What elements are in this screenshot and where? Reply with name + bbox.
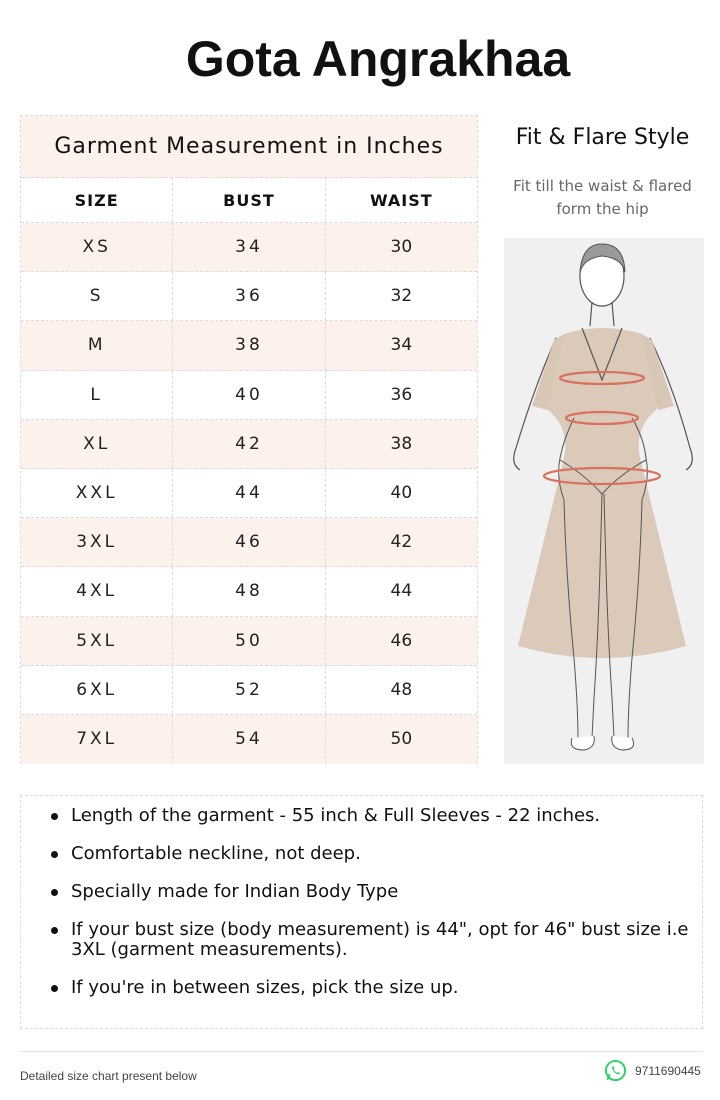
size-cell: S xyxy=(21,272,174,321)
size-cell: XXL xyxy=(21,468,174,518)
bullet-icon xyxy=(51,927,58,934)
footer-note: Detailed size chart present below xyxy=(20,1069,197,1083)
column-header-size: SIZE xyxy=(21,178,174,222)
column-header-bust: BUST xyxy=(173,178,326,222)
list-item: Comfortable neckline, not deep. xyxy=(51,844,692,864)
size-cell: 5XL xyxy=(21,616,174,665)
note-text: Comfortable neckline, not deep. xyxy=(71,843,361,864)
bust-cell: 48 xyxy=(173,567,326,616)
whatsapp-icon[interactable] xyxy=(604,1059,627,1082)
list-item: If your bust size (body measurement) is … xyxy=(51,920,692,960)
bullet-icon xyxy=(51,985,58,992)
table-row: M 38 34 xyxy=(21,321,477,371)
table-row: XL 42 38 xyxy=(21,419,477,469)
bust-cell: 52 xyxy=(173,665,326,714)
size-cell: 3XL xyxy=(21,518,174,567)
bust-cell: 40 xyxy=(173,370,326,419)
waist-cell: 34 xyxy=(390,335,413,356)
page-title: Gota Angrakhaa xyxy=(185,31,571,87)
waist-cell: 36 xyxy=(390,384,413,405)
bust-cell: 42 xyxy=(173,419,326,468)
waist-cell: 38 xyxy=(390,433,413,454)
size-cell: M xyxy=(21,321,174,370)
size-cell: 7XL xyxy=(21,714,174,765)
note-text: Length of the garment - 55 inch & Full S… xyxy=(71,805,601,826)
waist-cell: 40 xyxy=(390,483,413,504)
table-row: 7XL 54 50 xyxy=(21,714,477,765)
table-row: L 40 36 xyxy=(21,370,477,420)
bust-cell: 38 xyxy=(173,321,326,370)
table-row: S 36 32 xyxy=(21,272,477,322)
bust-cell: 46 xyxy=(173,518,326,567)
list-item: If you're in between sizes, pick the siz… xyxy=(51,978,692,998)
table-row: XXL 44 40 xyxy=(21,468,477,519)
bullet-icon xyxy=(51,813,58,820)
table-row: 4XL 48 44 xyxy=(21,567,477,617)
waist-cell: 44 xyxy=(390,581,413,602)
waist-cell: 50 xyxy=(390,729,413,750)
size-cell: XL xyxy=(21,419,174,468)
style-description: Fit till the waist & flared form the hip xyxy=(513,177,692,218)
bullet-icon xyxy=(51,851,58,858)
bullet-icon xyxy=(51,889,58,896)
waist-cell: 32 xyxy=(390,286,413,307)
list-item: Specially made for Indian Body Type xyxy=(51,882,692,902)
waist-cell: 42 xyxy=(390,532,413,553)
size-table: Garment Measurement in Inches SIZE BUST … xyxy=(20,115,478,765)
size-cell: XS xyxy=(21,223,174,272)
note-text: If you're in between sizes, pick the siz… xyxy=(71,977,459,998)
waist-cell: 46 xyxy=(390,630,413,651)
column-header-waist: WAIST xyxy=(369,190,433,210)
bust-cell: 44 xyxy=(173,468,326,518)
table-row: 3XL 46 42 xyxy=(21,518,477,568)
size-cell: L xyxy=(21,370,174,419)
size-cell: 6XL xyxy=(21,665,174,714)
bust-cell: 50 xyxy=(173,616,326,665)
footer-divider xyxy=(20,1051,703,1052)
contact-info[interactable]: 9711690445 xyxy=(604,1059,701,1082)
waist-cell: 48 xyxy=(390,679,413,700)
size-cell: 4XL xyxy=(21,567,174,616)
note-text: Specially made for Indian Body Type xyxy=(71,881,399,902)
phone-number[interactable]: 9711690445 xyxy=(635,1063,701,1078)
list-item: Length of the garment - 55 inch & Full S… xyxy=(51,806,692,826)
table-caption: Garment Measurement in Inches xyxy=(21,116,477,178)
table-row: 6XL 52 48 xyxy=(21,665,477,715)
bust-cell: 54 xyxy=(173,714,326,765)
style-title: Fit & Flare Style xyxy=(515,125,690,150)
bust-cell: 34 xyxy=(173,223,326,272)
table-row: XS 34 30 xyxy=(21,223,477,273)
waist-cell: 30 xyxy=(390,237,413,258)
dress-figure-panel xyxy=(504,238,704,764)
bust-cell: 36 xyxy=(173,272,326,321)
note-text: If your bust size (body measurement) is … xyxy=(71,919,689,960)
dress-figure-illustration xyxy=(513,243,693,751)
product-notes: Length of the garment - 55 inch & Full S… xyxy=(20,795,703,1029)
table-row: 5XL 50 46 xyxy=(21,616,477,666)
table-header-row: SIZE BUST WAIST xyxy=(21,178,477,223)
